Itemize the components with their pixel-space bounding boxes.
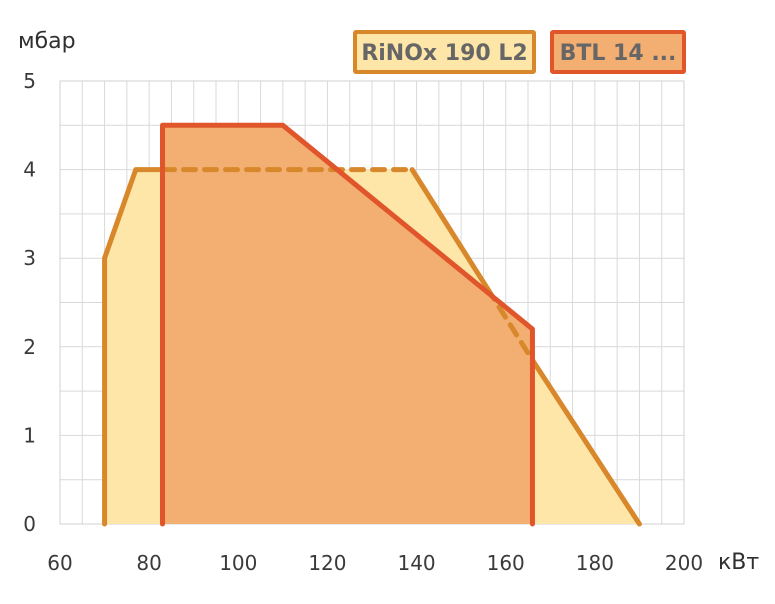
x-tick-label: 60 xyxy=(47,551,72,575)
x-tick-label: 80 xyxy=(136,551,161,575)
line-layer xyxy=(102,122,642,527)
x-tick-label: 160 xyxy=(487,551,525,575)
x-tick-label: 120 xyxy=(308,551,346,575)
legend-label-1: RiNOx 190 L2 xyxy=(361,41,527,66)
x-tick-label: 140 xyxy=(397,551,435,575)
x-axis-label: кВт xyxy=(718,550,759,575)
y-tick-label: 5 xyxy=(23,69,36,93)
legend-box-2 xyxy=(550,30,686,74)
legend-layer: RiNOx 190 L2 BTL 14 ... xyxy=(353,30,686,74)
area-layer xyxy=(104,125,640,525)
series-line-btl xyxy=(160,122,535,527)
x-tick-label: 200 xyxy=(665,551,703,575)
y-tick-label: 1 xyxy=(23,423,36,447)
axis-layer: 60 80 100 120 140 160 180 200 0 1 2 3 4 5 xyxy=(23,69,703,575)
legend-box-1 xyxy=(353,30,536,74)
series-line-rinox-right-upper xyxy=(409,167,491,292)
y-tick-label: 0 xyxy=(23,512,36,536)
y-tick-label: 4 xyxy=(23,158,36,182)
series-line-rinox-left xyxy=(102,167,166,527)
x-tick-label: 100 xyxy=(219,551,257,575)
x-tick-label: 180 xyxy=(576,551,614,575)
series-area-2 xyxy=(162,125,533,525)
y-axis-label: мбар xyxy=(18,29,76,54)
y-tick-label: 3 xyxy=(23,246,36,270)
series-line-rinox-right-lower xyxy=(529,357,642,527)
y-tick-label: 2 xyxy=(23,335,36,359)
legend-label-2: BTL 14 ... xyxy=(560,41,677,66)
